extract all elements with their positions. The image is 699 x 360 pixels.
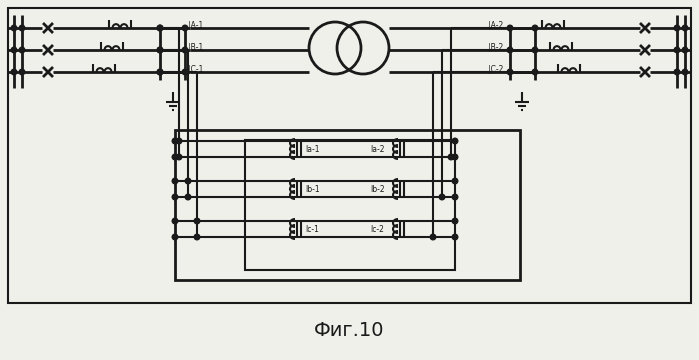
Circle shape <box>682 69 688 75</box>
Text: |C-2: |C-2 <box>488 66 503 75</box>
Text: Ia-2: Ia-2 <box>370 144 384 153</box>
Bar <box>175 130 520 280</box>
Circle shape <box>452 154 458 160</box>
Circle shape <box>172 138 178 144</box>
Circle shape <box>439 194 445 200</box>
Circle shape <box>182 69 188 75</box>
Text: Ic-1: Ic-1 <box>305 225 319 234</box>
Text: Ic-2: Ic-2 <box>370 225 384 234</box>
Bar <box>245 140 455 270</box>
Text: Ia-1: Ia-1 <box>305 144 319 153</box>
Circle shape <box>11 25 17 31</box>
Text: Ib-2: Ib-2 <box>370 184 384 194</box>
Circle shape <box>682 47 688 53</box>
Circle shape <box>157 69 163 75</box>
Circle shape <box>185 178 191 184</box>
Circle shape <box>182 47 188 53</box>
Circle shape <box>182 25 188 31</box>
Circle shape <box>11 47 17 53</box>
Circle shape <box>452 218 458 224</box>
Text: |A-1: |A-1 <box>188 22 203 31</box>
Circle shape <box>675 25 680 31</box>
Text: Ib-1: Ib-1 <box>305 184 319 194</box>
Text: |A-2: |A-2 <box>488 22 503 31</box>
Circle shape <box>172 218 178 224</box>
Circle shape <box>532 69 538 75</box>
Circle shape <box>176 154 182 160</box>
Text: |C-1: |C-1 <box>188 66 203 75</box>
Circle shape <box>452 194 458 200</box>
Circle shape <box>19 47 24 53</box>
Circle shape <box>172 194 178 200</box>
Circle shape <box>157 47 163 53</box>
Circle shape <box>430 234 435 240</box>
Circle shape <box>11 69 17 75</box>
Circle shape <box>172 154 178 160</box>
Circle shape <box>532 47 538 53</box>
Circle shape <box>157 25 163 31</box>
Circle shape <box>194 218 200 224</box>
Circle shape <box>452 178 458 184</box>
Text: |B-2: |B-2 <box>488 44 503 53</box>
Circle shape <box>675 69 680 75</box>
Circle shape <box>19 69 24 75</box>
Circle shape <box>675 47 680 53</box>
Circle shape <box>507 47 513 53</box>
Circle shape <box>194 234 200 240</box>
Circle shape <box>682 25 688 31</box>
Circle shape <box>157 47 163 53</box>
Circle shape <box>532 25 538 31</box>
Circle shape <box>452 138 458 144</box>
Circle shape <box>507 69 513 75</box>
Circle shape <box>172 234 178 240</box>
Circle shape <box>172 178 178 184</box>
Circle shape <box>157 25 163 31</box>
Circle shape <box>185 194 191 200</box>
Circle shape <box>157 69 163 75</box>
Circle shape <box>452 234 458 240</box>
Text: |B-1: |B-1 <box>188 44 203 53</box>
Circle shape <box>448 154 454 160</box>
Text: Фиг.10: Фиг.10 <box>314 320 384 339</box>
Circle shape <box>19 25 24 31</box>
Circle shape <box>176 138 182 144</box>
Bar <box>8 8 691 303</box>
Circle shape <box>507 25 513 31</box>
